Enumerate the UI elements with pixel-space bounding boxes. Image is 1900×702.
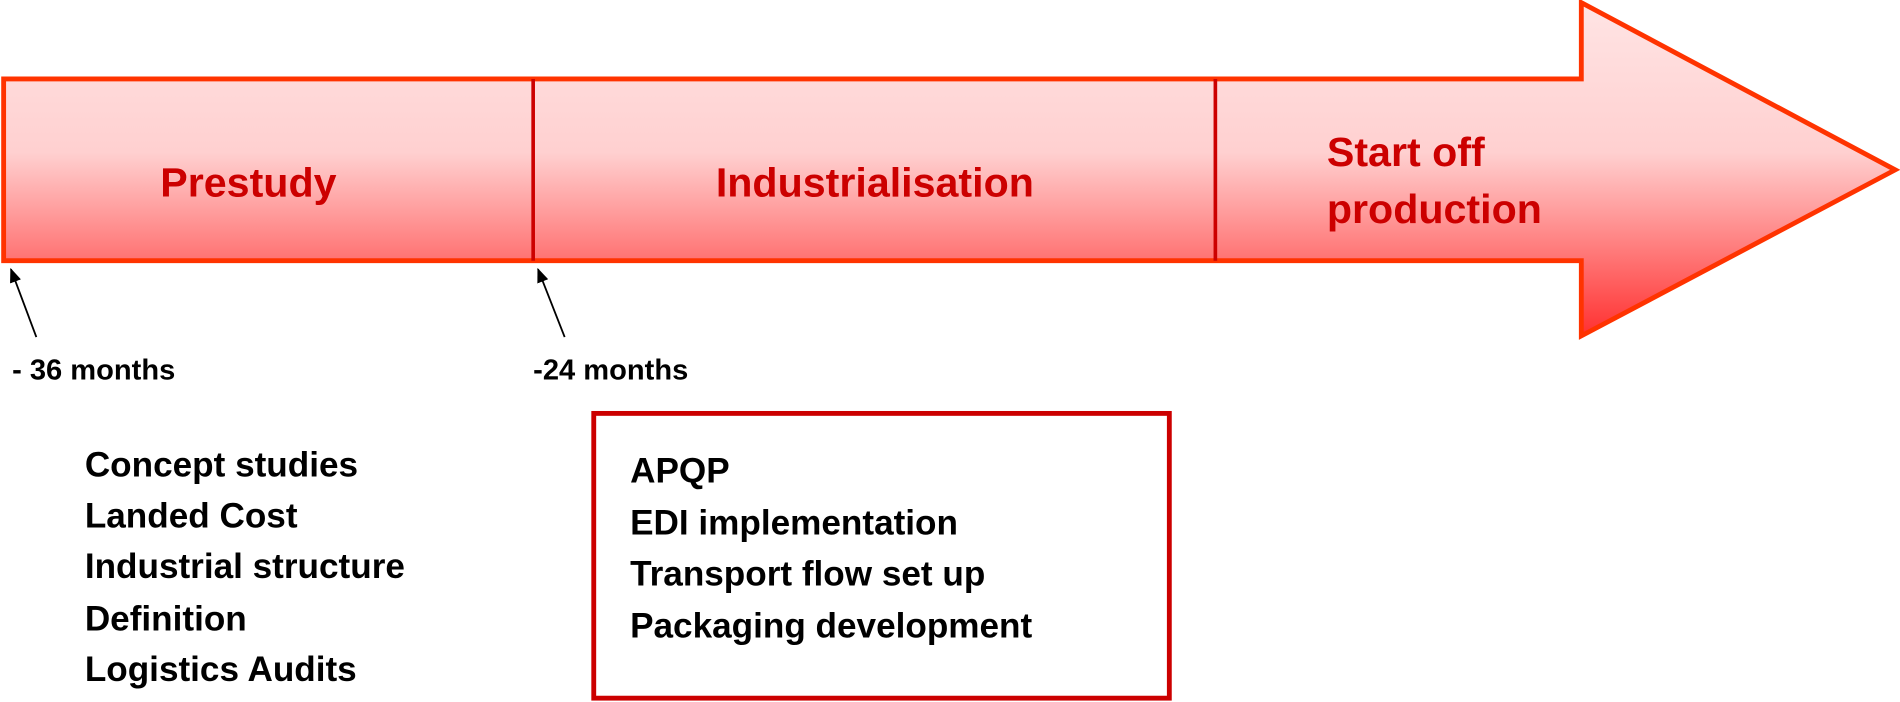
task-item: Packaging development [630, 607, 1032, 646]
milestone-label: -24 months [533, 354, 688, 386]
task-item: Industrial structure [85, 547, 405, 586]
phase-label: production [1327, 186, 1542, 232]
phase-label: Start off [1327, 129, 1485, 175]
task-item: APQP [630, 451, 730, 490]
task-item: EDI implementation [630, 504, 958, 543]
phase-label: Prestudy [160, 160, 336, 206]
task-item: Landed Cost [85, 496, 298, 535]
task-box [591, 410, 1172, 701]
task-item: Concept studies [85, 445, 358, 484]
phase-label: Industrialisation [716, 160, 1034, 206]
task-item: Logistics Audits [85, 650, 357, 689]
milestone-pointer [10, 267, 38, 338]
task-item: Definition [85, 599, 247, 638]
milestone-pointer [537, 267, 566, 338]
task-item: Transport flow set up [630, 554, 985, 593]
milestone-label: - 36 months [12, 354, 175, 386]
timeline-arrow [1, 0, 1900, 340]
